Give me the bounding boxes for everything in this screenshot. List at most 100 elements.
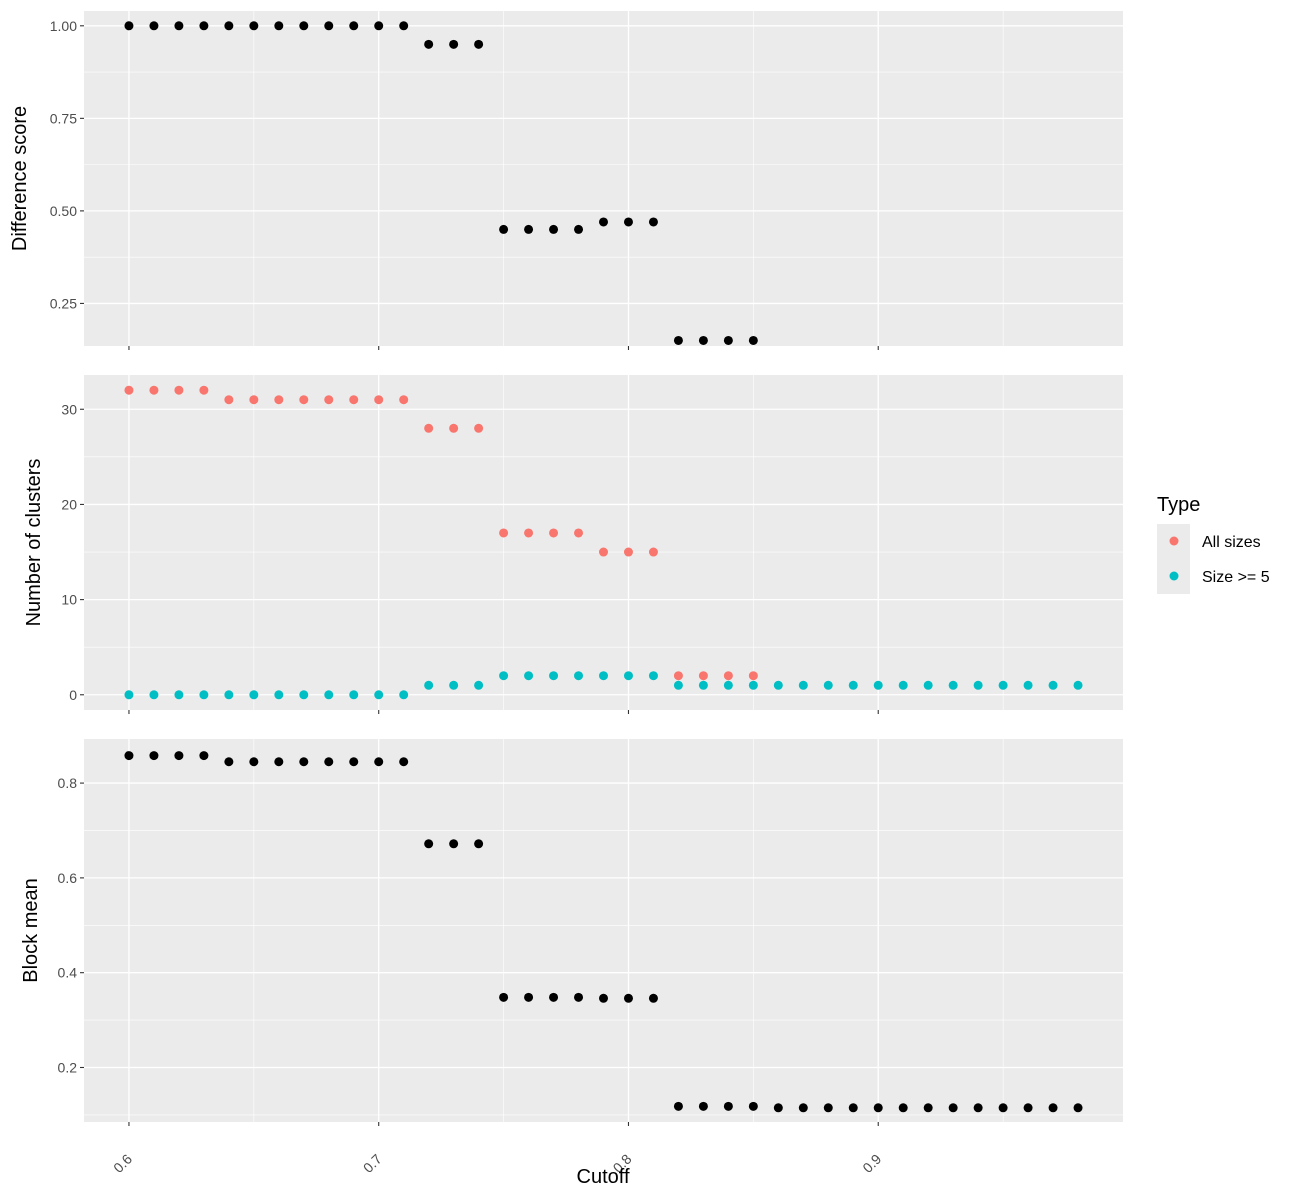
data-point [149,385,159,395]
panel-background [84,375,1123,710]
data-point [199,690,209,700]
y-tick-label: 0.2 [58,1059,78,1075]
data-point [823,1103,833,1113]
data-point [549,528,559,538]
data-point [224,21,234,31]
data-point [449,423,459,433]
panel-background [84,739,1123,1122]
data-point [524,224,534,234]
data-point [499,224,509,234]
data-point [349,690,359,700]
data-point [723,671,733,681]
data-point [599,217,608,227]
data-point [174,751,184,761]
data-point [249,21,259,31]
data-point [723,335,733,345]
legend-key-background [1157,524,1190,594]
data-point [274,21,284,31]
y-tick-label: 0.25 [50,295,77,311]
x-axis-title: Cutoff [577,1166,630,1188]
data-point [673,680,683,690]
data-point [124,385,134,395]
data-point [249,690,259,700]
data-point [648,993,658,1003]
data-point [898,1103,908,1113]
data-point [174,21,184,31]
data-point [798,680,808,690]
data-point [199,751,209,761]
data-point [1073,680,1083,690]
data-point [224,395,234,405]
data-point [599,671,608,681]
data-point [224,690,234,700]
data-point [1073,1103,1083,1113]
data-point [549,992,559,1002]
data-point [823,680,833,690]
data-point [399,395,409,405]
legend-label-size-5: Size >= 5 [1202,569,1270,586]
data-point [574,671,584,681]
data-point [424,39,434,49]
data-point [549,671,559,681]
data-point [224,757,234,767]
data-point [299,690,309,700]
data-point [524,992,534,1002]
data-point [773,680,783,690]
data-point [399,690,409,700]
data-point [149,690,159,700]
data-point [923,680,933,690]
data-point [124,21,134,31]
data-point [1023,680,1033,690]
data-point [599,547,608,557]
data-point [499,671,509,681]
data-point [449,39,459,49]
data-point [374,757,384,767]
legend-title: Type [1157,494,1200,516]
y-axis-title: Difference score [9,106,31,251]
data-point [1023,1103,1033,1113]
data-point [623,547,633,557]
data-point [124,751,134,761]
y-tick-label: 0 [69,687,77,703]
data-point [773,1103,783,1113]
data-point [474,423,484,433]
data-point [149,751,159,761]
data-point [349,757,359,767]
data-point [299,395,309,405]
y-tick-label: 0.50 [50,203,77,219]
data-point [748,671,758,681]
data-point [748,1101,758,1111]
data-point [324,21,334,31]
series-1 [124,21,758,345]
data-point [599,993,608,1003]
data-point [499,992,509,1002]
data-point [199,385,209,395]
data-point [973,680,983,690]
data-point [474,39,484,49]
legend: Type All sizes Size >= 5 [1157,494,1270,594]
data-point [923,1103,933,1113]
series-1 [124,751,1083,1113]
data-point [673,671,683,681]
data-point [374,395,384,405]
data-point [299,757,309,767]
data-point [349,395,359,405]
data-point [898,680,908,690]
data-point [623,217,633,227]
data-point [249,757,259,767]
y-tick-label: 0.8 [58,775,78,791]
panel-1: 1.00 0.75 0.50 0.25 Difference score [9,11,1123,350]
data-point [574,224,584,234]
data-point [998,1103,1008,1113]
data-point [574,992,584,1002]
data-point [848,680,858,690]
data-point [399,21,409,31]
x-axis: 0.6 0.7 0.8 0.9 [110,1151,885,1176]
y-tick-label: 1.00 [50,18,77,34]
data-point [574,528,584,538]
data-point [748,680,758,690]
data-point [873,680,883,690]
data-point [449,680,459,690]
data-point [274,395,284,405]
data-point [274,690,284,700]
